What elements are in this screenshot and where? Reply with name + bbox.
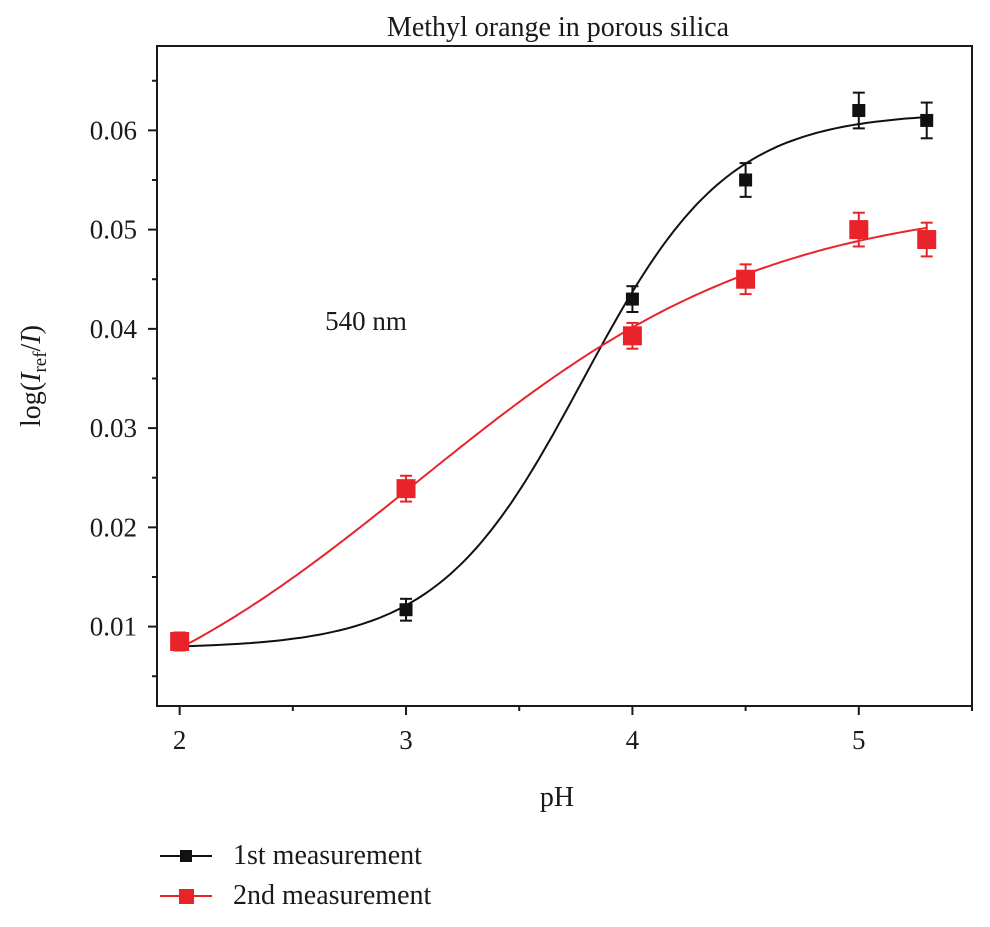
y-tick-label: 0.02: [90, 512, 137, 542]
x-tick-label: 3: [399, 725, 413, 755]
data-points: [170, 91, 937, 652]
fit-curves: [179, 116, 927, 650]
x-tick-label: 2: [173, 725, 187, 755]
y-title-subscript-ref: ref: [30, 351, 51, 373]
data-point-2nd: [622, 321, 642, 350]
marker-square: [849, 220, 869, 240]
wavelength-annotation: 540 nm: [325, 306, 407, 336]
marker-square: [852, 104, 866, 118]
y-title-suffix: ): [16, 325, 47, 334]
y-tick-label: 0.06: [90, 115, 137, 145]
x-tick-label: 5: [852, 725, 866, 755]
marker-square: [920, 113, 934, 127]
data-point-2nd: [917, 221, 937, 258]
y-axis-ticks: 0.01 0.02 0.03 0.04 0.05 0.06: [90, 79, 157, 678]
data-point-2nd: [396, 474, 416, 503]
marker-square: [625, 292, 639, 306]
y-title-prefix: log(: [16, 382, 47, 427]
y-tick-label: 0.03: [90, 413, 137, 443]
legend-marker-1st: [180, 850, 192, 862]
chart-title: Methyl orange in porous silica: [387, 12, 730, 43]
marker-square: [399, 603, 413, 617]
y-title-var-i: I: [16, 371, 47, 383]
plot-frame: [156, 45, 973, 707]
data-point-1st: [852, 91, 866, 130]
data-point-2nd: [736, 263, 756, 296]
data-point-2nd: [849, 211, 869, 248]
y-axis-title: log(Iref/I): [16, 325, 51, 427]
data-point-1st: [625, 285, 639, 313]
data-point-1st: [399, 597, 413, 622]
marker-square: [736, 269, 756, 289]
data-point-1st: [920, 101, 934, 140]
y-title-slash: /: [16, 343, 47, 351]
x-tick-label: 4: [626, 725, 640, 755]
marker-square: [170, 631, 190, 651]
y-tick-label: 0.04: [90, 314, 138, 344]
marker-square: [739, 173, 753, 187]
y-title-var-i-2: I: [16, 333, 47, 345]
data-point-1st: [739, 162, 753, 198]
x-axis-title: pH: [540, 782, 574, 813]
marker-square: [396, 479, 416, 499]
y-tick-label: 0.05: [90, 215, 137, 245]
data-point-2nd: [170, 631, 190, 652]
legend-entry-2nd: 2nd measurement: [160, 880, 431, 911]
legend-marker-2nd: [179, 889, 194, 904]
legend-label-2nd: 2nd measurement: [233, 880, 431, 911]
fit-curve-2: [179, 226, 927, 650]
x-axis-ticks: 2 3 4 5: [173, 706, 973, 755]
marker-square: [622, 326, 642, 346]
legend: 1st measurement 2nd measurement: [160, 840, 431, 911]
y-tick-label: 0.01: [90, 612, 137, 642]
fit-curve-1: [179, 116, 927, 648]
marker-square: [917, 230, 937, 250]
legend-entry-1st: 1st measurement: [160, 840, 422, 871]
legend-label-1st: 1st measurement: [233, 840, 422, 871]
